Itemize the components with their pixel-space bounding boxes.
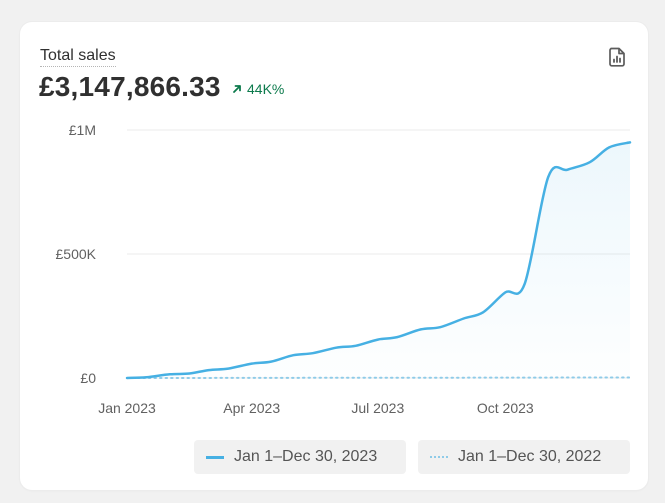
- legend-current-label: Jan 1–Dec 30, 2023: [234, 448, 378, 465]
- legend-previous-period[interactable]: Jan 1–Dec 30, 2022: [418, 440, 630, 474]
- legend-current-period[interactable]: Jan 1–Dec 30, 2023: [194, 440, 406, 474]
- total-sales-value: £3,147,866.33: [39, 71, 221, 102]
- change-value: 44K%: [247, 81, 285, 97]
- y-tick-label: £1M: [69, 122, 96, 138]
- report-file-icon[interactable]: [606, 46, 628, 68]
- y-tick-label: £500K: [56, 246, 97, 262]
- sales-line-chart: £0 £500K £1M Jan 2023 Apr 2023 Jul 2023 Oct 20…: [56, 122, 632, 416]
- x-tick-label: Apr 2023: [223, 400, 280, 416]
- current-period-line: [125, 141, 632, 380]
- change-badge: 44K%: [231, 81, 284, 97]
- y-tick-label: £0: [80, 370, 96, 386]
- arrow-up-right-icon: [233, 85, 241, 93]
- total-sales-card: Total sales £3,147,866.33 44K% £0 £500K £1…: [20, 22, 648, 490]
- dotted-line-swatch: [430, 456, 448, 458]
- current-area-fill: [127, 142, 630, 378]
- x-tick-label: Oct 2023: [477, 400, 534, 416]
- card-title[interactable]: Total sales: [40, 46, 116, 67]
- x-tick-label: Jan 2023: [98, 400, 156, 416]
- legend-previous-label: Jan 1–Dec 30, 2022: [458, 448, 602, 465]
- x-tick-label: Jul 2023: [351, 400, 404, 416]
- solid-line-swatch: [206, 455, 224, 459]
- previous-period-line: [126, 376, 631, 379]
